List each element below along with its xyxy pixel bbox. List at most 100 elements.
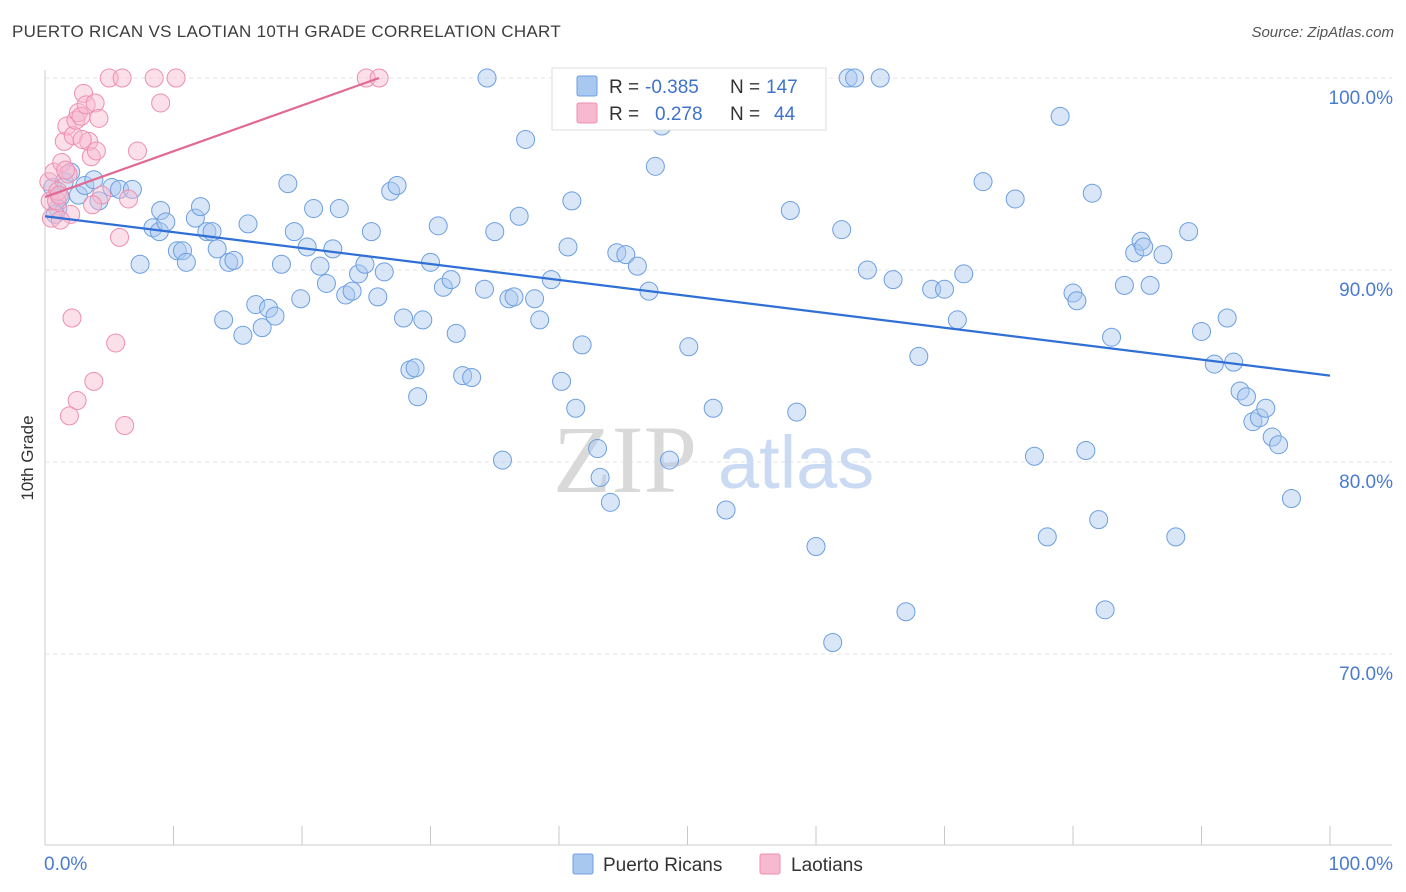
legend-swatch-laotians — [576, 102, 598, 124]
data-point — [190, 197, 210, 217]
data-point — [310, 256, 330, 276]
data-point — [492, 450, 512, 470]
data-point — [947, 310, 967, 330]
trend-line-puerto-ricans — [44, 215, 1331, 377]
data-point — [530, 310, 550, 330]
legend-n-label-2: N = — [730, 104, 760, 125]
data-point — [1217, 308, 1237, 328]
data-point — [387, 176, 407, 196]
data-point — [207, 239, 227, 259]
data-point — [57, 116, 77, 136]
data-point — [67, 391, 87, 411]
data-point — [1102, 327, 1122, 347]
data-point — [1140, 275, 1160, 295]
data-point — [616, 245, 636, 265]
data-point — [86, 141, 106, 161]
data-point — [1153, 245, 1173, 265]
legend-n-label-1: N = — [730, 77, 760, 98]
data-point — [1095, 600, 1115, 620]
data-point — [446, 323, 466, 343]
data-point — [1281, 488, 1301, 508]
bottom-legend-swatch-laotians — [759, 853, 781, 875]
data-point — [1082, 183, 1102, 203]
data-point — [176, 252, 196, 272]
data-point — [259, 298, 279, 318]
data-point — [845, 68, 865, 88]
data-point — [600, 492, 620, 512]
data-point — [1125, 243, 1145, 263]
y-tick-label: 70.0% — [1339, 664, 1393, 685]
data-point — [151, 200, 171, 220]
data-point — [1067, 291, 1087, 311]
data-point — [79, 131, 99, 151]
bottom-legend: Puerto Ricans Laotians — [572, 853, 863, 876]
data-point — [112, 68, 132, 88]
data-point — [271, 254, 291, 274]
data-point — [130, 254, 150, 274]
bottom-legend-label-laotians: Laotians — [791, 855, 863, 876]
data-point — [44, 162, 64, 182]
series-laotians — [39, 68, 389, 436]
data-point — [361, 222, 381, 242]
legend-r-value-laotians: 0.278 — [655, 104, 703, 125]
legend-box — [551, 67, 827, 131]
data-point — [1114, 275, 1134, 295]
data-point — [278, 174, 298, 194]
data-point — [883, 270, 903, 290]
data-point — [284, 222, 304, 242]
data-point — [224, 250, 244, 270]
data-point — [59, 406, 79, 426]
trend-lines — [44, 76, 1331, 377]
data-point — [516, 129, 536, 149]
data-point — [509, 206, 529, 226]
data-point — [119, 189, 139, 209]
data-point — [1179, 222, 1199, 242]
data-point — [50, 210, 70, 230]
data-point — [1024, 446, 1044, 466]
data-point — [85, 93, 105, 113]
data-points — [39, 68, 1301, 652]
data-point — [252, 318, 272, 338]
bottom-legend-label-puerto-ricans: Puerto Ricans — [603, 855, 722, 876]
x-tick-label-max: 100.0% — [1329, 854, 1394, 875]
data-point — [394, 308, 414, 328]
data-point — [485, 222, 505, 242]
data-point — [374, 262, 394, 282]
data-point — [1089, 510, 1109, 530]
series-puerto-ricans — [43, 68, 1301, 652]
data-point — [1005, 189, 1025, 209]
data-point — [56, 160, 76, 180]
data-point — [588, 439, 608, 459]
data-point — [110, 227, 130, 247]
data-point — [1134, 237, 1154, 257]
correlation-legend: R = -0.385 N = 147 R = 0.278 N = 44 — [551, 67, 827, 131]
data-point — [558, 237, 578, 257]
legend-r-value-puerto-ricans: -0.385 — [645, 77, 699, 98]
data-point — [304, 199, 324, 219]
data-point — [405, 358, 425, 378]
data-point — [413, 310, 433, 330]
data-point — [590, 467, 610, 487]
data-point — [935, 279, 954, 299]
x-ticks — [173, 826, 1331, 845]
data-point — [1050, 106, 1070, 126]
data-point — [89, 108, 109, 128]
data-point — [122, 179, 142, 199]
data-point — [566, 398, 586, 418]
data-point — [973, 172, 993, 192]
data-point — [462, 368, 482, 388]
data-point — [106, 333, 126, 353]
data-point — [238, 214, 258, 234]
data-point — [1256, 398, 1276, 418]
data-point — [246, 295, 266, 315]
data-point — [909, 346, 929, 366]
data-point — [428, 216, 448, 236]
data-point — [474, 279, 494, 299]
data-point — [84, 371, 104, 391]
data-point — [504, 287, 524, 307]
data-point — [780, 200, 800, 220]
data-point — [823, 632, 843, 652]
data-point — [838, 68, 858, 88]
data-point — [233, 325, 253, 345]
